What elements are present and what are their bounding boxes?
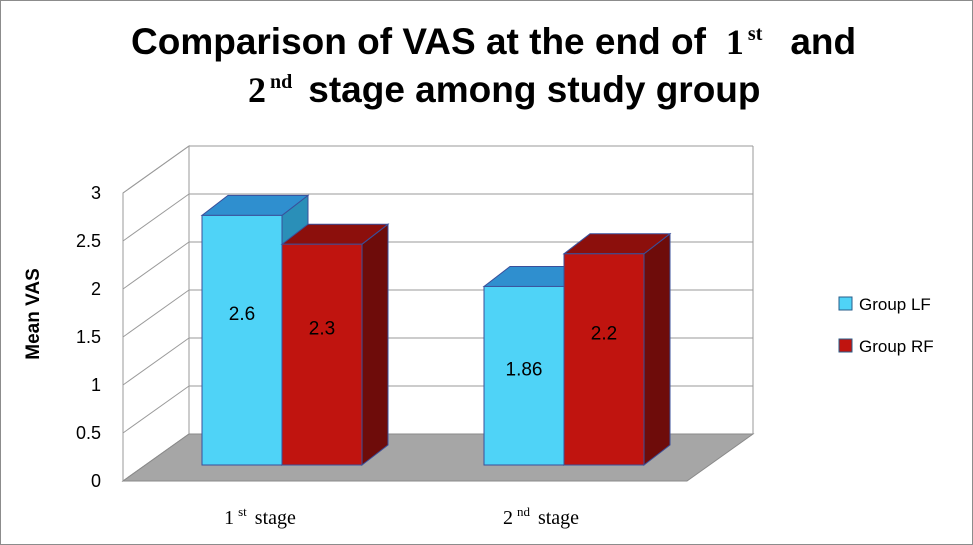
y-tick-label-2: 1 [91, 375, 101, 395]
y-tick-label-1: 0.5 [76, 423, 101, 443]
bar-group-rf-cat-1-front [281, 243, 363, 466]
category-1-superscript: st [238, 504, 247, 519]
bar-group-lf-cat-1-label: 2.6 [229, 304, 255, 325]
bar-group-rf-cat-2-side [643, 232, 671, 467]
bar-group-rf-cat-2-label: 2.2 [591, 323, 617, 344]
legend-label-group-lf: Group LF [859, 295, 931, 314]
category-2-text: stage [538, 507, 579, 529]
legend-label-group-rf: Group RF [859, 337, 934, 356]
legend-swatch-group-rf [838, 338, 853, 353]
y-tick-label-4: 2 [91, 279, 101, 299]
gridline-side-4 [122, 241, 190, 290]
title-number-1: 1 [726, 22, 744, 62]
category-1-text: stage [255, 507, 296, 529]
gridline-side-6 [122, 145, 190, 194]
y-tick-label-0: 0 [91, 471, 101, 491]
x-category-label-1: 1 st stage [224, 503, 296, 529]
gridline-side-2 [122, 337, 190, 386]
title-line1-text: Comparison of VAS at the end of [131, 21, 707, 62]
category-2-superscript: nd [517, 504, 531, 519]
title-superscript-2: nd [270, 71, 292, 93]
y-axis-title: Mean VAS [23, 268, 44, 360]
title-superscript-1: st [748, 23, 763, 45]
gridline-side-3 [122, 289, 190, 338]
chart-title-line1: Comparison of VAS at the end of 1 st and [131, 21, 856, 62]
y-tick-label-6: 3 [91, 183, 101, 203]
data-labels: 2.6 2.3 1.86 2.2 [229, 304, 617, 381]
y-axis-ticks: 0 0.5 1 1.5 2 2.5 3 [76, 183, 101, 491]
gridline-side-5 [122, 193, 190, 242]
bar-group-rf-cat-2-front [563, 253, 645, 466]
bar-group-rf-cat-1-label: 2.3 [309, 319, 335, 340]
legend-swatch-group-lf [838, 296, 853, 311]
y-tick-label-5: 2.5 [76, 231, 101, 251]
bars [200, 194, 672, 467]
category-2-number: 2 [503, 507, 513, 529]
title-line2-text: stage among study group [308, 69, 760, 110]
title-and-text: and [790, 21, 856, 62]
chart-title-line2: 2 nd stage among study group [248, 69, 761, 110]
y-tick-label-3: 1.5 [76, 327, 101, 347]
bar-group-rf-cat-1-side [361, 223, 389, 467]
gridline-side-1 [122, 385, 190, 434]
bar-group-lf-cat-2-front [483, 285, 565, 466]
category-1-number: 1 [224, 507, 234, 529]
bar-group-lf-cat-1-front [201, 214, 283, 466]
legend: Group LF Group RF [838, 295, 934, 356]
title-number-2: 2 [248, 70, 266, 110]
bar-group-lf-cat-2-label: 1.86 [506, 360, 543, 381]
x-category-label-2: 2 nd stage [503, 503, 579, 529]
